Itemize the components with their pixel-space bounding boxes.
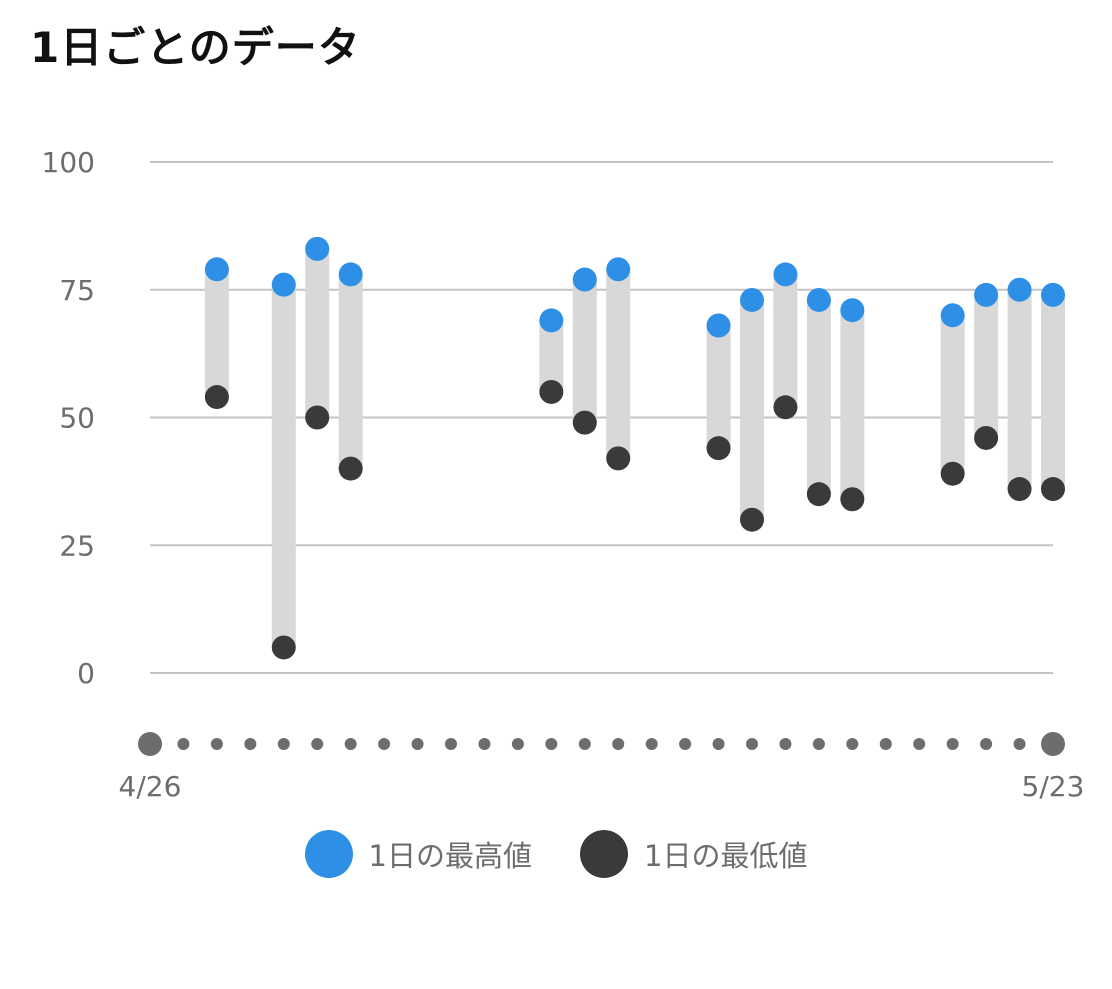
low-point[interactable]	[974, 425, 999, 450]
day-marker	[612, 738, 625, 750]
legend-label-low: 1日の最低値	[644, 839, 808, 873]
high-point[interactable]	[204, 257, 229, 282]
high-point[interactable]	[1041, 282, 1065, 307]
day-marker	[1013, 738, 1026, 750]
day-marker	[311, 738, 324, 750]
low-point[interactable]	[1007, 477, 1032, 502]
day-marker	[177, 738, 190, 750]
legend-item-high[interactable]: 1日の最高値	[304, 830, 532, 878]
day-marker	[913, 738, 926, 750]
legend-label-high: 1日の最高値	[368, 839, 532, 873]
high-point[interactable]	[271, 272, 296, 297]
low-point[interactable]	[572, 410, 597, 435]
legend-swatch-high	[304, 830, 353, 878]
y-tick-label: 0	[77, 657, 95, 690]
day-marker	[746, 738, 758, 750]
high-point[interactable]	[773, 262, 798, 287]
day-marker	[445, 738, 457, 750]
legend-swatch-low	[580, 830, 628, 878]
range-bar	[271, 284, 296, 648]
y-tick-label: 75	[59, 274, 95, 307]
range-bar	[940, 315, 965, 474]
low-point[interactable]	[271, 635, 296, 660]
low-point[interactable]	[806, 482, 831, 507]
day-marker	[879, 738, 892, 750]
grid-layer: 0 25 50 75 100	[42, 146, 1053, 690]
range-bar	[706, 325, 731, 449]
day-marker	[411, 738, 424, 750]
day-marker	[344, 738, 357, 750]
day-marker	[645, 738, 658, 750]
day-marker	[578, 738, 591, 750]
range-bar	[606, 269, 631, 459]
day-marker-end	[138, 732, 162, 756]
low-point[interactable]	[338, 456, 363, 481]
range-bars	[204, 248, 1065, 648]
low-point[interactable]	[773, 395, 798, 420]
day-axis	[138, 732, 1065, 756]
low-point[interactable]	[606, 446, 631, 471]
high-point[interactable]	[539, 308, 564, 333]
range-bar	[204, 269, 229, 398]
day-marker	[478, 738, 491, 750]
x-axis-start-label: 4/26	[119, 770, 182, 803]
high-point[interactable]	[1007, 277, 1032, 302]
high-point[interactable]	[706, 313, 731, 338]
range-bar	[1007, 289, 1032, 490]
low-point[interactable]	[706, 436, 731, 461]
day-marker	[946, 738, 959, 750]
chart-title: 1日ごとのデータ	[30, 23, 361, 72]
day-marker-end	[1041, 732, 1065, 756]
high-point[interactable]	[940, 303, 965, 328]
range-bar	[806, 299, 831, 495]
range-bar	[740, 299, 764, 520]
legend: 1日の最高値 1日の最低値	[0, 830, 1112, 878]
range-bar	[974, 294, 999, 438]
range-bar	[572, 279, 597, 423]
high-point[interactable]	[305, 236, 330, 261]
high-point[interactable]	[840, 298, 865, 323]
low-point[interactable]	[840, 487, 865, 512]
low-point[interactable]	[305, 405, 330, 430]
day-marker	[511, 738, 524, 750]
low-point[interactable]	[1041, 477, 1065, 502]
y-tick-label: 25	[59, 529, 95, 562]
day-marker	[378, 738, 391, 750]
range-bar	[1041, 294, 1065, 490]
day-marker	[277, 738, 290, 750]
day-marker	[210, 738, 223, 750]
data-points	[204, 236, 1065, 660]
day-marker	[846, 738, 859, 750]
low-point[interactable]	[740, 507, 764, 532]
high-point[interactable]	[806, 287, 831, 312]
y-tick-label: 100	[42, 146, 95, 179]
range-bar	[338, 274, 363, 469]
high-point[interactable]	[974, 282, 999, 307]
low-point[interactable]	[940, 461, 965, 486]
day-marker	[779, 738, 792, 750]
day-marker	[712, 738, 725, 750]
high-point[interactable]	[572, 267, 597, 292]
x-axis-end-label: 5/23	[1022, 770, 1085, 803]
low-point[interactable]	[539, 379, 564, 404]
low-point[interactable]	[204, 385, 229, 410]
legend-item-low[interactable]: 1日の最低値	[580, 830, 807, 878]
day-marker	[679, 738, 692, 750]
day-marker	[244, 738, 257, 750]
y-tick-label: 50	[59, 402, 95, 435]
high-point[interactable]	[740, 287, 764, 312]
range-bar	[305, 248, 330, 418]
range-bar	[773, 274, 798, 408]
day-marker	[980, 738, 993, 750]
high-point[interactable]	[338, 262, 363, 287]
day-marker	[812, 738, 825, 750]
high-point[interactable]	[606, 257, 631, 282]
range-bar	[840, 310, 865, 500]
day-marker	[545, 738, 558, 750]
